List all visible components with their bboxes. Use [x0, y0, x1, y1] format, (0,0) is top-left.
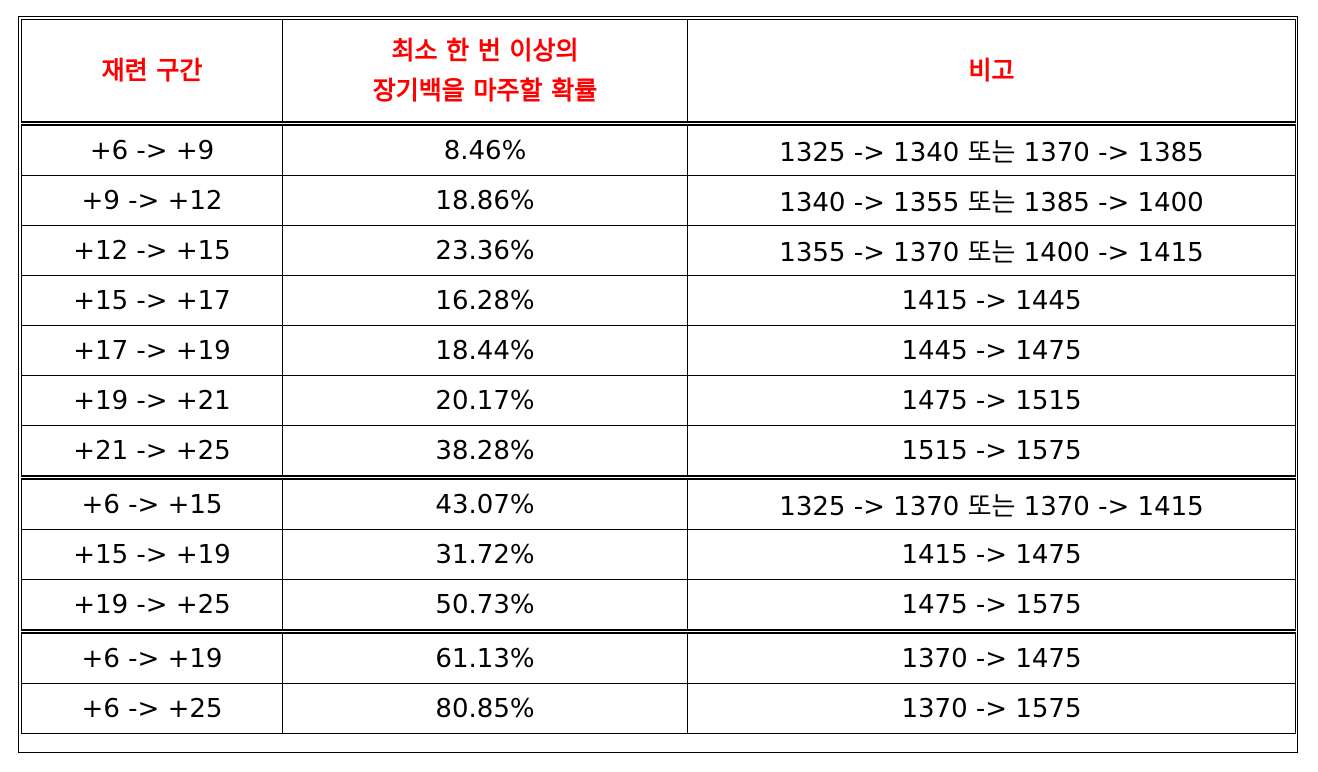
table-body: +6 -> +9 8.46% 1325 -> 1340 또는 1370 -> 138… [21, 123, 1296, 734]
cell-refining-range: +15 -> +17 [21, 275, 283, 326]
cell-probability: 50.73% [282, 579, 688, 632]
table-row: +15 -> +17 16.28% 1415 -> 1445 [21, 275, 1296, 326]
cell-note: 1355 -> 1370 또는 1400 -> 1415 [687, 225, 1296, 276]
table-row: +19 -> +25 50.73% 1475 -> 1575 [21, 579, 1296, 632]
table-row: +6 -> +15 43.07% 1325 -> 1370 또는 1370 -> 1… [21, 475, 1296, 530]
cell-refining-range: +6 -> +25 [21, 683, 283, 734]
cell-refining-range: +17 -> +19 [21, 325, 283, 376]
table-row: +17 -> +19 18.44% 1445 -> 1475 [21, 325, 1296, 376]
table-row: +9 -> +12 18.86% 1340 -> 1355 또는 1385 -> 1… [21, 175, 1296, 226]
header-probability-line2: 장기백을 마주할 확률 [372, 75, 598, 105]
cell-refining-range: +6 -> +9 [21, 123, 283, 176]
cell-note: 1515 -> 1575 [687, 425, 1296, 478]
cell-refining-range: +12 -> +15 [21, 225, 283, 276]
table-row: +6 -> +19 61.13% 1370 -> 1475 [21, 629, 1296, 684]
cell-refining-range: +21 -> +25 [21, 425, 283, 478]
cell-probability: 23.36% [282, 225, 688, 276]
cell-refining-range: +15 -> +19 [21, 529, 283, 580]
cell-note: 1370 -> 1475 [687, 629, 1296, 684]
header-refining-range: 재련 구간 [21, 19, 283, 126]
cell-probability: 38.28% [282, 425, 688, 478]
refining-probability-table: 재련 구간 최소 한 번 이상의 장기백을 마주할 확률 비고 +6 -> +9… [21, 19, 1296, 734]
table-row: +6 -> +9 8.46% 1325 -> 1340 또는 1370 -> 138… [21, 123, 1296, 176]
cell-refining-range: +19 -> +21 [21, 375, 283, 426]
cell-probability: 43.07% [282, 475, 688, 530]
cell-note: 1340 -> 1355 또는 1385 -> 1400 [687, 175, 1296, 226]
cell-note: 1475 -> 1575 [687, 579, 1296, 632]
cell-note: 1370 -> 1575 [687, 683, 1296, 734]
cell-note: 1325 -> 1340 또는 1370 -> 1385 [687, 123, 1296, 176]
table-header-row: 재련 구간 최소 한 번 이상의 장기백을 마주할 확률 비고 [21, 19, 1296, 126]
cell-refining-range: +19 -> +25 [21, 579, 283, 632]
cell-refining-range: +6 -> +15 [21, 475, 283, 530]
table-outer-frame [18, 16, 1298, 753]
header-probability-line1: 최소 한 번 이상의 [391, 35, 579, 65]
header-probability: 최소 한 번 이상의 장기백을 마주할 확률 [282, 19, 688, 126]
cell-probability: 80.85% [282, 683, 688, 734]
cell-probability: 20.17% [282, 375, 688, 426]
cell-probability: 31.72% [282, 529, 688, 580]
cell-refining-range: +6 -> +19 [21, 629, 283, 684]
cell-note: 1415 -> 1475 [687, 529, 1296, 580]
table-row: +15 -> +19 31.72% 1415 -> 1475 [21, 529, 1296, 580]
cell-note: 1325 -> 1370 또는 1370 -> 1415 [687, 475, 1296, 530]
cell-refining-range: +9 -> +12 [21, 175, 283, 226]
table-row: +19 -> +21 20.17% 1475 -> 1515 [21, 375, 1296, 426]
cell-probability: 8.46% [282, 123, 688, 176]
table-row: +6 -> +25 80.85% 1370 -> 1575 [21, 683, 1296, 734]
table-row: +12 -> +15 23.36% 1355 -> 1370 또는 1400 -> … [21, 225, 1296, 276]
table-row: +21 -> +25 38.28% 1515 -> 1575 [21, 425, 1296, 478]
cell-note: 1415 -> 1445 [687, 275, 1296, 326]
cell-probability: 16.28% [282, 275, 688, 326]
cell-probability: 18.44% [282, 325, 688, 376]
cell-probability: 18.86% [282, 175, 688, 226]
header-note: 비고 [687, 19, 1296, 126]
cell-probability: 61.13% [282, 629, 688, 684]
cell-note: 1445 -> 1475 [687, 325, 1296, 376]
cell-note: 1475 -> 1515 [687, 375, 1296, 426]
